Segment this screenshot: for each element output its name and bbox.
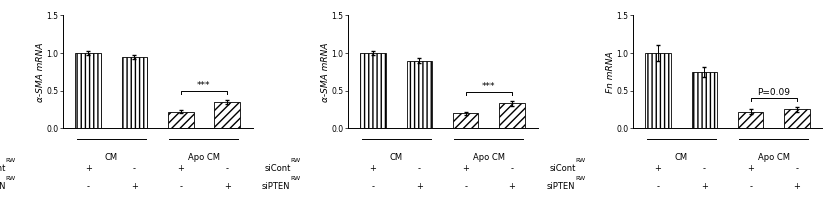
Text: CM: CM — [104, 153, 118, 162]
Text: -: - — [418, 164, 421, 173]
Text: siPTEN: siPTEN — [547, 182, 575, 191]
Text: siCont: siCont — [264, 164, 291, 173]
Text: +: + — [416, 182, 423, 191]
Text: CM: CM — [675, 153, 688, 162]
Bar — [122, 57, 147, 128]
Text: +: + — [84, 164, 92, 173]
Bar — [645, 53, 671, 128]
Text: -: - — [703, 164, 706, 173]
Text: -: - — [510, 164, 514, 173]
Text: siCont: siCont — [549, 164, 575, 173]
Text: -: - — [180, 182, 182, 191]
Text: Apo CM: Apo CM — [758, 153, 790, 162]
Text: +: + — [747, 164, 754, 173]
Text: +: + — [224, 182, 230, 191]
Bar — [499, 103, 524, 128]
Y-axis label: Fn mRNA: Fn mRNA — [606, 51, 615, 93]
Text: +: + — [131, 182, 138, 191]
Text: -: - — [749, 182, 752, 191]
Text: +: + — [463, 164, 469, 173]
Text: +: + — [370, 164, 377, 173]
Bar — [784, 109, 810, 128]
Text: CM: CM — [390, 153, 402, 162]
Text: RW: RW — [291, 176, 301, 181]
Text: P=0.09: P=0.09 — [757, 88, 790, 97]
Text: RW: RW — [6, 176, 16, 181]
Text: ***: *** — [482, 82, 496, 91]
Bar — [691, 72, 717, 128]
Bar — [215, 102, 240, 128]
Text: RW: RW — [575, 158, 586, 163]
Text: siPTEN: siPTEN — [0, 182, 6, 191]
Bar — [738, 112, 763, 128]
Bar — [407, 61, 433, 128]
Bar — [75, 53, 101, 128]
Text: +: + — [793, 182, 801, 191]
Text: -: - — [656, 182, 660, 191]
Text: RW: RW — [6, 158, 16, 163]
Text: siPTEN: siPTEN — [262, 182, 291, 191]
Text: +: + — [701, 182, 708, 191]
Text: -: - — [796, 164, 798, 173]
Text: -: - — [87, 182, 89, 191]
Bar — [453, 113, 478, 128]
Text: +: + — [509, 182, 515, 191]
Text: RW: RW — [575, 176, 586, 181]
Text: -: - — [372, 182, 375, 191]
Text: RW: RW — [291, 158, 301, 163]
Bar — [361, 53, 386, 128]
Y-axis label: α-SMA mRNA: α-SMA mRNA — [36, 42, 45, 102]
Y-axis label: α-SMA mRNA: α-SMA mRNA — [321, 42, 330, 102]
Text: siCont: siCont — [0, 164, 6, 173]
Text: +: + — [655, 164, 661, 173]
Text: Apo CM: Apo CM — [473, 153, 505, 162]
Text: Apo CM: Apo CM — [188, 153, 220, 162]
Text: -: - — [133, 164, 136, 173]
Text: -: - — [225, 164, 229, 173]
Text: +: + — [177, 164, 185, 173]
Text: -: - — [464, 182, 468, 191]
Bar — [168, 112, 194, 128]
Text: ***: *** — [197, 81, 210, 90]
